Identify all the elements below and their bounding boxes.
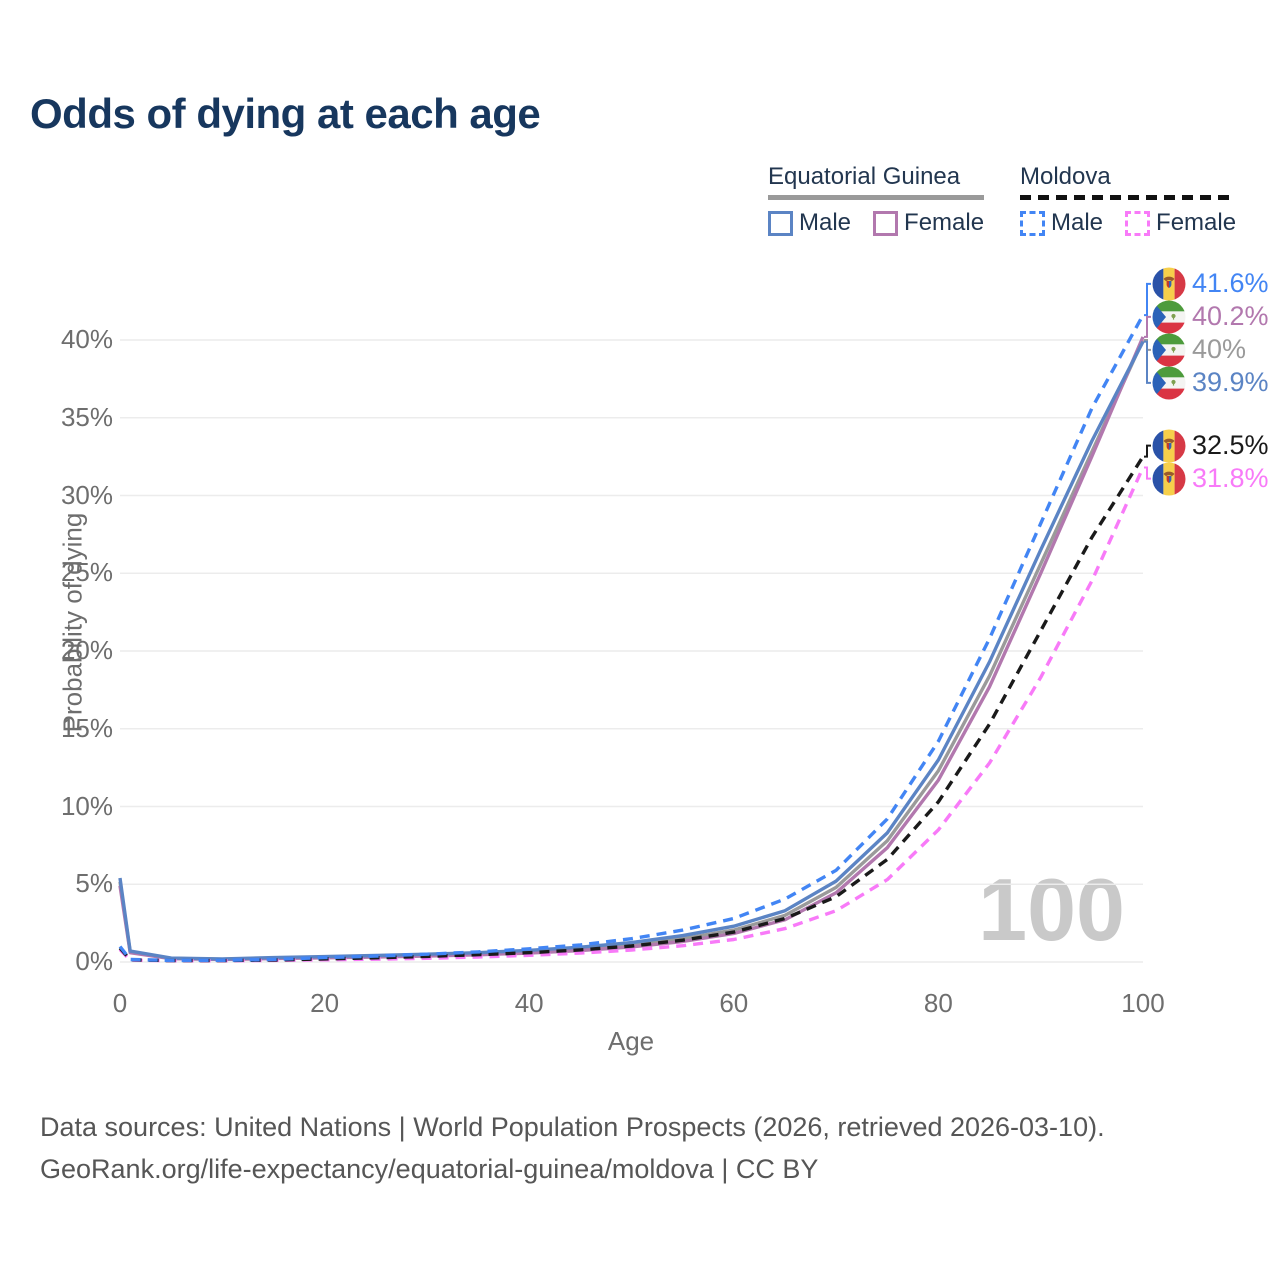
y-tick-label: 30% <box>60 479 113 510</box>
data-source-note: Data sources: United Nations | World Pop… <box>40 1106 1105 1190</box>
end-value-label: 40% <box>1192 334 1247 365</box>
series-line-equatorial-guinea-male[interactable] <box>118 340 1145 961</box>
leader-line <box>1144 340 1151 384</box>
legend-item-label: Male <box>799 209 852 236</box>
end-label-equatorial-guinea-male: 39.9% <box>1152 366 1269 400</box>
x-tick-label: 40 <box>514 988 544 1018</box>
y-tick-label: 40% <box>60 324 113 354</box>
x-tick-label: 0 <box>112 988 128 1018</box>
series-line-equatorial-guinea-total[interactable] <box>118 339 1145 961</box>
y-tick-label: 15% <box>60 712 113 743</box>
equatorial-guinea-flag-icon <box>1152 300 1186 334</box>
end-value-label: 40.2% <box>1192 301 1269 332</box>
end-value-label: 31.8% <box>1192 463 1269 494</box>
moldova-flag-icon <box>1152 462 1186 496</box>
end-label-equatorial-guinea-total: 40% <box>1152 333 1246 367</box>
legend-country-label-equatorial-guinea: Equatorial Guinea <box>768 163 961 190</box>
page-title: Odds of dying at each age <box>30 90 541 137</box>
end-label-equatorial-guinea-female: 40.2% <box>1152 300 1269 334</box>
legend-country-label-moldova: Moldova <box>1020 163 1111 190</box>
y-tick-label: 5% <box>75 868 113 899</box>
legend-underline-solid <box>768 195 984 200</box>
leader-line <box>1144 315 1151 338</box>
x-axis-title: Age <box>607 1026 655 1056</box>
legend-item-moldova-male[interactable]: Male <box>1020 209 1103 237</box>
end-label-moldova-total: 32.5% <box>1152 429 1269 463</box>
y-tick-label: 10% <box>60 790 113 821</box>
legend-item-label: Female <box>1156 209 1237 236</box>
y-tick-label: 25% <box>60 557 113 588</box>
series-line-equatorial-guinea-female[interactable] <box>118 336 1145 962</box>
data-source-line: Data sources: United Nations | World Pop… <box>40 1112 1105 1142</box>
legend-item-label: Female <box>904 209 985 236</box>
end-label-moldova-female: 31.8% <box>1152 462 1269 496</box>
equatorial-guinea-flag-icon <box>1152 333 1186 367</box>
attribution-line: GeoRank.org/life-expectancy/equatorial-g… <box>40 1154 819 1184</box>
dashed-pink-swatch-icon <box>1125 210 1151 236</box>
solid-purple-swatch-icon <box>873 210 899 236</box>
y-axis-title: Probability of dying <box>57 512 88 733</box>
moldova-flag-icon <box>1152 267 1186 301</box>
x-tick-label: 80 <box>923 988 953 1018</box>
age-watermark: 100 <box>978 860 1125 959</box>
legend-underline-dashed <box>1020 195 1236 200</box>
legend-item-equatorial-guinea-female[interactable]: Female <box>873 209 984 237</box>
leader-line <box>1144 444 1151 458</box>
x-tick-label: 60 <box>719 988 749 1018</box>
end-value-label: 41.6% <box>1192 268 1269 299</box>
series-line-moldova-female[interactable] <box>118 466 1145 963</box>
leader-line <box>1144 282 1151 317</box>
legend-group-equatorial-guinea: Equatorial Guinea Male Female <box>768 163 984 237</box>
leader-line <box>1144 466 1151 480</box>
end-value-label: 39.9% <box>1192 367 1269 398</box>
x-tick-label: 100 <box>1121 988 1165 1018</box>
moldova-flag-icon <box>1152 429 1186 463</box>
end-value-label: 32.5% <box>1192 430 1269 461</box>
series-line-moldova-male[interactable] <box>118 314 1145 963</box>
equatorial-guinea-flag-icon <box>1152 366 1186 400</box>
solid-blue-swatch-icon <box>768 210 793 236</box>
legend-group-moldova: Moldova Male Female <box>1020 163 1236 237</box>
y-tick-label: 35% <box>60 401 113 432</box>
x-tick-label: 20 <box>310 988 340 1018</box>
y-tick-label: 20% <box>60 635 113 665</box>
legend-item-equatorial-guinea-male[interactable]: Male <box>768 209 851 237</box>
legend-item-moldova-female[interactable]: Female <box>1125 209 1236 237</box>
legend-item-label: Male <box>1051 209 1104 236</box>
y-tick-label: 0% <box>75 946 113 976</box>
dashed-blue-swatch-icon <box>1020 210 1045 236</box>
end-label-moldova-male: 41.6% <box>1152 267 1269 301</box>
